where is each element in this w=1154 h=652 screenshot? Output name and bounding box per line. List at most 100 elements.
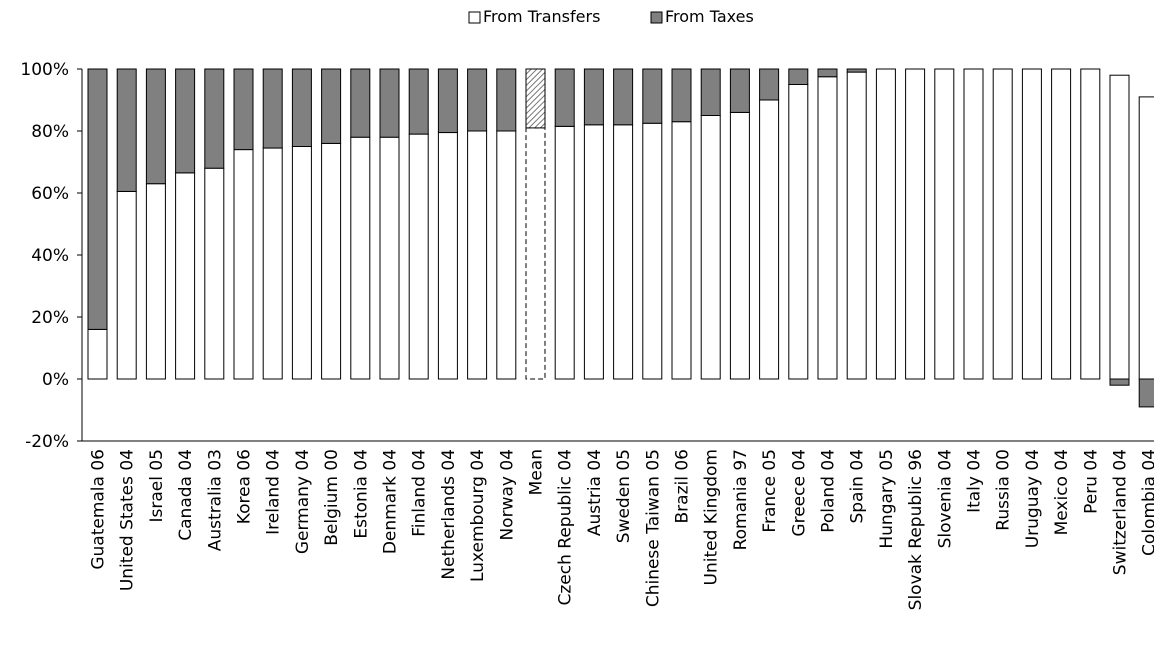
x-tick-label: Australia 03	[205, 449, 225, 551]
x-tick-label: Guatemala 06	[89, 449, 109, 570]
bar-transfers-27	[875, 68, 896, 380]
x-tick-label: Greece 04	[789, 449, 809, 537]
bar-taxes-4	[204, 68, 225, 169]
legend-swatch-taxes	[650, 11, 663, 24]
x-tick-label: Estonia 04	[351, 449, 371, 539]
legend-swatch-transfers	[468, 11, 481, 24]
bar-transfers-32	[1021, 68, 1042, 380]
bar-taxes-9	[350, 68, 371, 138]
bar-transfers-19	[642, 122, 663, 380]
bar-transfers-0	[87, 328, 108, 380]
x-tick-label: Norway 04	[497, 449, 517, 541]
x-tick-label: Chinese Taiwan 05	[643, 449, 663, 607]
x-tick-label: Peru 04	[1081, 449, 1101, 514]
bar-transfers-22	[729, 111, 750, 380]
x-tick-label: Austria 04	[585, 449, 605, 536]
bar-transfers-29	[934, 68, 955, 380]
bar-transfers-9	[350, 136, 371, 380]
bar-taxes-36	[1138, 378, 1154, 408]
x-tick-label: Colombia 04	[1140, 449, 1154, 556]
y-tick-label: 0%	[42, 370, 69, 390]
x-tick-label: Italy 04	[965, 449, 985, 513]
x-tick-label: Russia 00	[994, 449, 1014, 531]
bar-taxes-17	[583, 68, 604, 126]
bar-transfers-7	[291, 146, 312, 380]
bar-transfers-34	[1080, 68, 1101, 380]
x-tick-label: Mexico 04	[1052, 449, 1072, 535]
x-tick-label: Canada 04	[176, 449, 196, 541]
bar-taxes-18	[613, 68, 634, 126]
bar-transfers-5	[233, 149, 254, 380]
bar-transfers-6	[262, 147, 283, 380]
bars	[87, 68, 1154, 408]
bar-transfers-17	[583, 124, 604, 380]
bar-taxes-13	[467, 68, 488, 132]
bar-taxes-11	[408, 68, 429, 135]
bar-transfers-3	[175, 172, 196, 380]
bar-transfers-24	[788, 84, 809, 380]
bar-transfers-20	[671, 121, 692, 380]
x-tick-label: Hungary 05	[877, 449, 897, 549]
bar-transfers-36	[1138, 96, 1154, 380]
bar-transfers-18	[613, 124, 634, 380]
bar-transfers-11	[408, 133, 429, 380]
x-tick-label: Luxembourg 04	[468, 449, 488, 582]
bar-taxes-20	[671, 68, 692, 123]
bar-transfers-8	[321, 142, 342, 380]
y-axis: -20% 0% 20% 40% 60% 80% 100%	[20, 60, 1154, 452]
y-tick-label: 100%	[20, 60, 69, 80]
bar-transfers-31	[992, 68, 1013, 380]
bar-transfers-26	[846, 71, 867, 380]
legend-label-taxes: From Taxes	[665, 7, 754, 26]
bar-transfers-12	[437, 132, 458, 380]
bar-transfers-13	[467, 130, 488, 380]
bar-taxes-1	[116, 68, 137, 192]
x-tick-label: Romania 97	[731, 449, 751, 550]
x-tick-label: Netherlands 04	[439, 449, 459, 580]
x-tick-label: Slovenia 04	[935, 449, 955, 548]
y-tick-label: 60%	[31, 184, 69, 204]
bar-taxes-14	[496, 68, 517, 132]
x-tick-label: France 05	[760, 449, 780, 533]
bar-transfers-21	[700, 115, 721, 380]
x-axis-labels: Guatemala 06 United States 04 Israel 05 Can…	[89, 449, 1154, 610]
bar-taxes-35	[1109, 378, 1130, 386]
bar-taxes-6	[262, 68, 283, 149]
bar-taxes-3	[175, 68, 196, 174]
bar-taxes-23	[759, 68, 780, 101]
y-tick-label: 40%	[31, 246, 69, 266]
x-tick-label: Poland 04	[819, 449, 839, 533]
y-tick-label: 80%	[31, 122, 69, 142]
bar-transfers-33	[1051, 68, 1072, 380]
x-tick-label: Spain 04	[848, 449, 868, 524]
bar-taxes-22	[729, 68, 750, 113]
x-tick-label: Uruguay 04	[1023, 449, 1043, 548]
bar-transfers-16	[554, 125, 575, 380]
bar-transfers-35	[1109, 74, 1130, 380]
x-tick-label: Israel 05	[147, 449, 167, 523]
x-tick-label: Korea 06	[235, 449, 255, 524]
x-tick-label: Mean	[527, 449, 547, 495]
x-tick-label: Slovak Republic 96	[906, 449, 926, 610]
x-tick-label: Brazil 06	[673, 449, 693, 523]
bar-transfers-2	[145, 183, 166, 380]
bar-taxes-25	[817, 68, 838, 78]
y-tick-label: -20%	[25, 432, 69, 452]
legend: From Transfers From Taxes	[468, 7, 754, 26]
y-tick-label: 20%	[31, 308, 69, 328]
bar-taxes-0	[87, 68, 108, 330]
bar-transfers-28	[905, 68, 926, 380]
bar-transfers-4	[204, 167, 225, 380]
bar-taxes-10	[379, 68, 400, 138]
bar-taxes-16	[554, 68, 575, 127]
x-tick-label: Switzerland 04	[1111, 449, 1131, 575]
bar-transfers-23	[759, 99, 780, 380]
x-tick-label: United Kingdom	[702, 449, 722, 585]
x-tick-label: Finland 04	[410, 449, 430, 537]
bar-transfers-1	[116, 190, 137, 380]
x-tick-label: Sweden 05	[614, 449, 634, 543]
bar-taxes-2	[145, 68, 166, 185]
x-tick-label: United States 04	[118, 449, 138, 591]
x-tick-label: Germany 04	[293, 449, 313, 554]
